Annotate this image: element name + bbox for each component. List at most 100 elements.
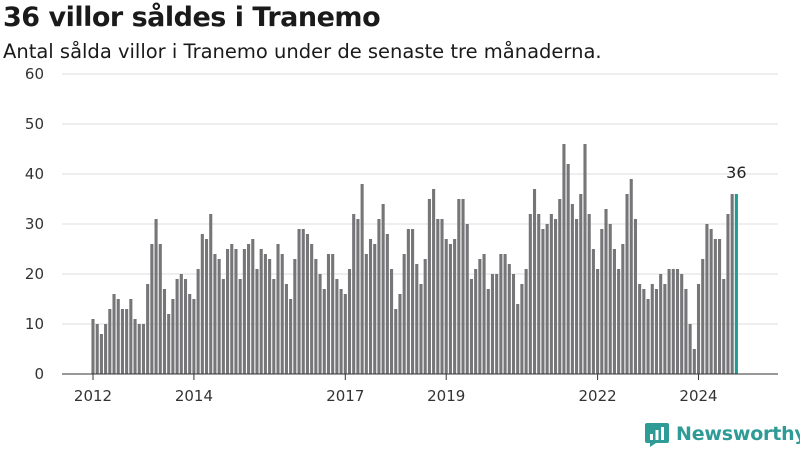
y-tick-label: 0 bbox=[34, 365, 44, 383]
bar bbox=[158, 244, 162, 374]
bar bbox=[528, 214, 532, 374]
chart-subtitle: Antal sålda villor i Tranemo under de se… bbox=[3, 40, 602, 63]
bar bbox=[511, 274, 516, 374]
bar bbox=[297, 229, 301, 374]
bar bbox=[394, 309, 398, 374]
bar bbox=[583, 144, 587, 374]
bar bbox=[411, 229, 415, 374]
bar bbox=[381, 204, 385, 374]
bar bbox=[722, 279, 726, 374]
bar bbox=[558, 199, 562, 374]
bar bbox=[398, 294, 402, 374]
bar bbox=[633, 219, 637, 374]
x-tick-label: 2024 bbox=[679, 387, 717, 405]
bar bbox=[612, 249, 616, 374]
bar bbox=[486, 289, 490, 374]
chart-title: 36 villor såldes i Tranemo bbox=[3, 2, 381, 33]
y-tick-label: 10 bbox=[25, 315, 44, 333]
bar bbox=[133, 319, 137, 374]
bar bbox=[726, 214, 730, 374]
bar bbox=[415, 264, 419, 374]
bar bbox=[516, 304, 520, 374]
bar bbox=[104, 324, 108, 374]
bar bbox=[482, 254, 486, 374]
bar bbox=[284, 284, 288, 374]
bar bbox=[562, 144, 566, 374]
bar bbox=[373, 244, 377, 374]
bar bbox=[629, 179, 633, 374]
bar bbox=[406, 229, 410, 374]
bar bbox=[183, 279, 188, 374]
bar bbox=[385, 234, 389, 374]
bar bbox=[713, 239, 717, 374]
bar bbox=[188, 294, 192, 374]
bar bbox=[339, 289, 343, 374]
bar bbox=[427, 199, 431, 374]
x-tick-label: 2019 bbox=[427, 387, 465, 405]
bar bbox=[457, 199, 461, 374]
highlight-value-label: 36 bbox=[726, 163, 746, 182]
bar bbox=[549, 214, 553, 374]
bar bbox=[112, 294, 116, 374]
bar bbox=[730, 194, 734, 374]
bar bbox=[705, 224, 709, 374]
bar bbox=[150, 244, 154, 374]
bar bbox=[301, 229, 305, 374]
bar bbox=[566, 164, 570, 374]
bar bbox=[718, 239, 722, 374]
bar bbox=[423, 259, 427, 374]
bar bbox=[335, 279, 339, 374]
bar bbox=[171, 299, 175, 374]
bar bbox=[276, 244, 280, 374]
newsworthy-chart-icon bbox=[645, 423, 669, 447]
y-tick-label: 60 bbox=[25, 65, 44, 83]
bar bbox=[234, 249, 238, 374]
x-tick-label: 2012 bbox=[74, 387, 112, 405]
bar bbox=[432, 189, 436, 374]
bar bbox=[230, 244, 234, 374]
bar bbox=[654, 289, 659, 374]
bar bbox=[318, 274, 322, 374]
bar bbox=[671, 269, 675, 374]
bar bbox=[368, 239, 373, 374]
bar bbox=[667, 269, 671, 374]
bar bbox=[331, 254, 335, 374]
bar bbox=[579, 194, 583, 374]
bar bbox=[499, 254, 503, 374]
bar bbox=[162, 289, 167, 374]
bar bbox=[520, 284, 524, 374]
bar bbox=[461, 199, 465, 374]
bar bbox=[209, 214, 213, 374]
bar bbox=[419, 284, 423, 374]
bar bbox=[478, 259, 482, 374]
bar bbox=[305, 234, 310, 374]
bar bbox=[604, 209, 608, 374]
bar bbox=[247, 244, 251, 374]
bar bbox=[364, 254, 368, 374]
bar bbox=[537, 214, 541, 374]
bar bbox=[541, 229, 545, 374]
bar bbox=[554, 219, 558, 374]
bar bbox=[638, 284, 642, 374]
bar bbox=[596, 269, 600, 374]
bar bbox=[680, 274, 684, 374]
bar bbox=[167, 314, 171, 374]
bar bbox=[684, 289, 688, 374]
bar bbox=[125, 309, 129, 374]
bar bbox=[200, 234, 204, 374]
bar bbox=[95, 324, 99, 374]
bar bbox=[524, 269, 528, 374]
bar bbox=[625, 194, 629, 374]
bar bbox=[238, 279, 242, 374]
bar bbox=[293, 259, 297, 374]
bar bbox=[137, 324, 141, 374]
bar bbox=[474, 269, 478, 374]
bar bbox=[608, 224, 612, 374]
bar bbox=[141, 324, 146, 374]
bar bbox=[217, 259, 221, 374]
bar bbox=[453, 239, 457, 374]
bar bbox=[263, 254, 267, 374]
bar bbox=[289, 299, 293, 374]
bar bbox=[226, 249, 230, 374]
